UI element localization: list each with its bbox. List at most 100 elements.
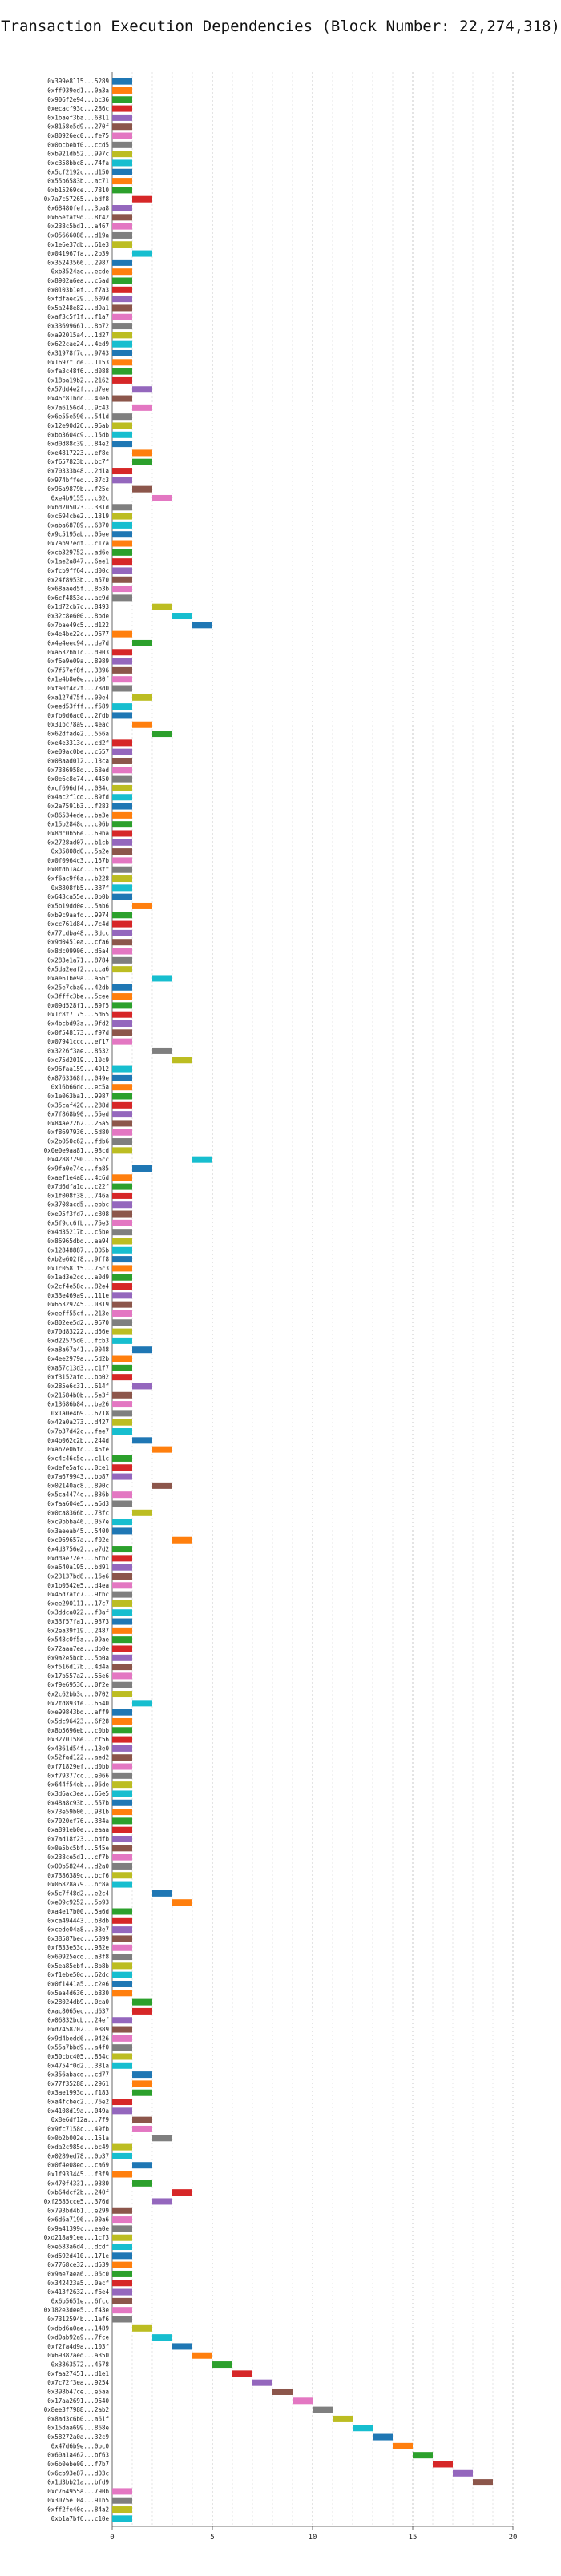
transaction-bar (112, 920, 132, 928)
transaction-bar (112, 830, 132, 837)
transaction-bar (112, 966, 132, 973)
transaction-bar (433, 2461, 453, 2468)
transaction-label: 0x07941ccc...ef17 (47, 1038, 109, 1045)
transaction-bar (112, 1691, 132, 1698)
transaction-bar (112, 1781, 132, 1789)
transaction-bar (112, 1192, 132, 1199)
transaction-label: 0xcc761d84...7c4d (47, 920, 109, 928)
transaction-bar (112, 857, 132, 864)
transaction-bar (112, 1455, 132, 1462)
transaction-bar (112, 576, 132, 583)
transaction-label: 0x24f8953b...a570 (47, 576, 109, 583)
transaction-label: 0xd592d410...171e (47, 2252, 109, 2260)
transaction-bar (112, 767, 132, 774)
transaction-bar (112, 1038, 132, 1045)
transaction-bar (112, 1763, 132, 1770)
transaction-label: 0x12848887...005b (47, 1246, 109, 1254)
transaction-bar (112, 839, 132, 846)
transaction-label: 0x5f9cc6fb...75e3 (47, 1219, 109, 1226)
transaction-bar (112, 2216, 132, 2224)
transaction-label: 0x13686b84...be26 (47, 1401, 109, 1408)
transaction-label: 0xecacf93c...286c (47, 105, 109, 112)
transaction-bar (132, 2116, 152, 2123)
transaction-label: 0xd0d88c39...84e2 (47, 441, 109, 448)
transaction-bar (112, 1772, 132, 1779)
transaction-label: 0x8ad3c6b0...a61f (47, 2415, 109, 2422)
transaction-bar (112, 1908, 132, 1915)
transaction-label: 0x86534ede...be3e (47, 811, 109, 819)
transaction-bar (112, 2171, 132, 2178)
transaction-bar (132, 1509, 152, 1516)
transaction-label: 0x5cf2192c...d150 (47, 168, 109, 175)
transaction-label: 0x47d6b9e...0bc0 (51, 2442, 110, 2449)
transaction-bar (112, 259, 132, 266)
transaction-bar (152, 731, 172, 738)
transaction-bar (112, 1419, 132, 1426)
transaction-bar (112, 2225, 132, 2232)
transaction-label: 0x8dc09906...d6a4 (47, 948, 109, 955)
transaction-label: 0xe4e3313c...cd2f (47, 739, 109, 747)
transaction-bar (112, 1954, 132, 1961)
transaction-bar (473, 2479, 493, 2486)
transaction-label: 0xff939ed1...0a3a (47, 87, 109, 94)
transaction-bar (112, 521, 132, 529)
transaction-bar (112, 1011, 132, 1018)
transaction-label: 0xa8a67a41...0048 (47, 1346, 109, 1354)
transaction-bar (112, 1301, 132, 1308)
transaction-label: 0xc694cbe2...1319 (47, 513, 109, 520)
transaction-label: 0x5dc96423...6f28 (47, 1717, 109, 1725)
transaction-bar (172, 1899, 192, 1906)
transaction-label: 0xb64dcf2b...240f (47, 2189, 109, 2196)
transaction-label: 0x72aaa7ea...db0e (47, 1645, 109, 1652)
transaction-bar (112, 413, 132, 421)
transaction-bar (112, 1201, 132, 1209)
x-tick-label: 15 (409, 2534, 418, 2542)
transaction-bar (112, 2035, 132, 2042)
transaction-label: 0xfaa604e5...a6d3 (47, 1500, 109, 1507)
transaction-label: 0x7c72f3ea...9254 (47, 2379, 109, 2386)
transaction-label: 0xe99843bd...aff9 (47, 1709, 109, 1716)
transaction-bar (112, 1881, 132, 1888)
transaction-label: 0x0e5bc5bf...545e (47, 1845, 109, 1852)
transaction-label: 0x17aa2691...9640 (47, 2397, 109, 2405)
transaction-bar (112, 594, 132, 602)
transaction-bar (112, 1600, 132, 1607)
transaction-bar (112, 96, 132, 103)
transaction-bar (112, 929, 132, 936)
transaction-label: 0x96a9879b...f25e (47, 485, 109, 493)
transaction-label: 0x16b66dc...ec5a (51, 1084, 109, 1091)
transaction-bar (112, 141, 132, 148)
transaction-bar (112, 1265, 132, 1272)
transaction-label: 0xd0ab92a9...7fce (47, 2334, 109, 2341)
transaction-bar (152, 2334, 172, 2341)
transaction-label: 0x4ee2979a...5d2b (47, 1355, 109, 1362)
transaction-label: 0x4e4eec94...de7d (47, 639, 109, 646)
transaction-bar (112, 739, 132, 747)
transaction-bar (112, 1591, 132, 1598)
transaction-label: 0xfcb9ff64...d00c (47, 567, 109, 574)
transaction-bar (172, 2343, 192, 2350)
transaction-bar (112, 2062, 132, 2069)
transaction-bar (112, 866, 132, 873)
transaction-label: 0x46c81bdc...40eb (47, 395, 109, 402)
transaction-label: 0x0f4e08ed...ca69 (47, 2162, 109, 2169)
transaction-bar (112, 214, 132, 221)
transaction-label: 0x643ca55e...0b0b (47, 893, 109, 900)
transaction-bar (112, 1790, 132, 1797)
transaction-label: 0x4ac2f1cd...89fd (47, 794, 109, 801)
transaction-bar (112, 395, 132, 402)
transaction-label: 0x2ea39f19...2487 (47, 1627, 109, 1634)
transaction-label: 0xf9e69536...0f2e (47, 1681, 109, 1688)
transaction-bar (132, 2125, 152, 2132)
transaction-label: 0xf657823b...bc7f (47, 458, 109, 465)
transaction-bar (132, 2180, 152, 2187)
transaction-label: 0x31bc78a9...4eac (47, 721, 109, 728)
transaction-label: 0x50cbc405...854c (47, 2053, 109, 2060)
transaction-label: 0x7ad18f23...bdfb (47, 1836, 109, 1843)
transaction-label: 0xca494443...b8db (47, 1917, 109, 1924)
transaction-bar (112, 332, 132, 339)
transaction-bar (112, 1500, 132, 1507)
x-tick-label: 10 (309, 2534, 317, 2542)
transaction-bar (132, 694, 152, 701)
transaction-bar (112, 1926, 132, 1934)
